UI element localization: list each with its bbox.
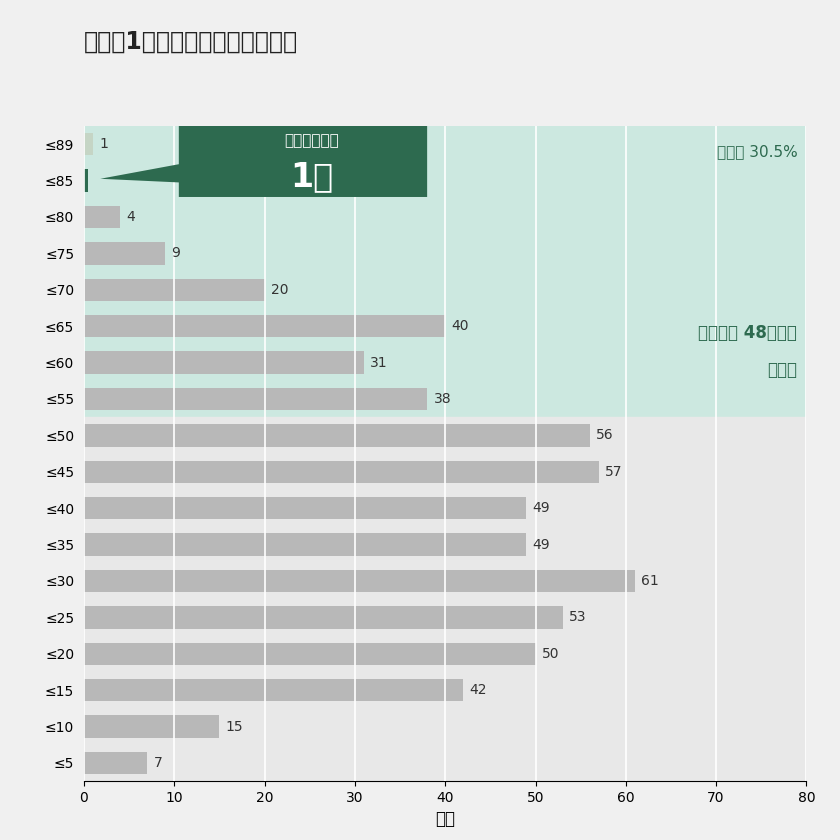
- Text: 49: 49: [533, 538, 550, 552]
- Text: 7: 7: [154, 756, 162, 770]
- Polygon shape: [100, 124, 428, 197]
- X-axis label: 校数: 校数: [435, 811, 455, 828]
- Text: 苗浦工大のみ: 苗浦工大のみ: [285, 133, 339, 148]
- Text: 个選定: 个選定: [768, 361, 797, 379]
- Bar: [84, 388, 428, 410]
- Bar: [84, 533, 527, 556]
- Text: 61: 61: [641, 574, 659, 588]
- Bar: [84, 315, 445, 338]
- Text: 53: 53: [569, 611, 586, 624]
- Text: 57: 57: [605, 465, 622, 479]
- Bar: [84, 679, 464, 701]
- Text: 49: 49: [533, 501, 550, 515]
- Text: 1: 1: [99, 137, 108, 151]
- Text: 31: 31: [370, 355, 388, 370]
- Bar: [84, 133, 93, 155]
- Text: 38: 38: [433, 392, 451, 406]
- Bar: [84, 643, 536, 665]
- Text: 選定基準 48点以上: 選定基準 48点以上: [699, 324, 797, 343]
- Bar: [84, 279, 265, 301]
- Text: 42: 42: [470, 683, 487, 697]
- Text: 4: 4: [127, 210, 135, 224]
- Text: タイプ1「特色ある教育の展開」: タイプ1「特色ある教育の展開」: [84, 29, 298, 54]
- Bar: [84, 417, 806, 781]
- Bar: [84, 752, 147, 774]
- Bar: [84, 242, 165, 265]
- Text: 15: 15: [226, 720, 244, 733]
- Text: 1校: 1校: [291, 160, 333, 193]
- Text: 50: 50: [542, 647, 559, 661]
- Bar: [84, 716, 219, 738]
- Bar: [84, 170, 87, 192]
- Text: 40: 40: [452, 319, 469, 333]
- Text: 20: 20: [271, 283, 288, 297]
- Bar: [84, 424, 590, 447]
- Text: 56: 56: [596, 428, 614, 443]
- Text: 9: 9: [171, 246, 181, 260]
- Bar: [84, 497, 527, 519]
- Bar: [84, 460, 599, 483]
- Bar: [84, 206, 120, 228]
- Bar: [84, 351, 364, 374]
- Text: 選定率 30.5%: 選定率 30.5%: [717, 144, 797, 159]
- Bar: [84, 570, 635, 592]
- Bar: [84, 126, 806, 417]
- Bar: [84, 606, 563, 628]
